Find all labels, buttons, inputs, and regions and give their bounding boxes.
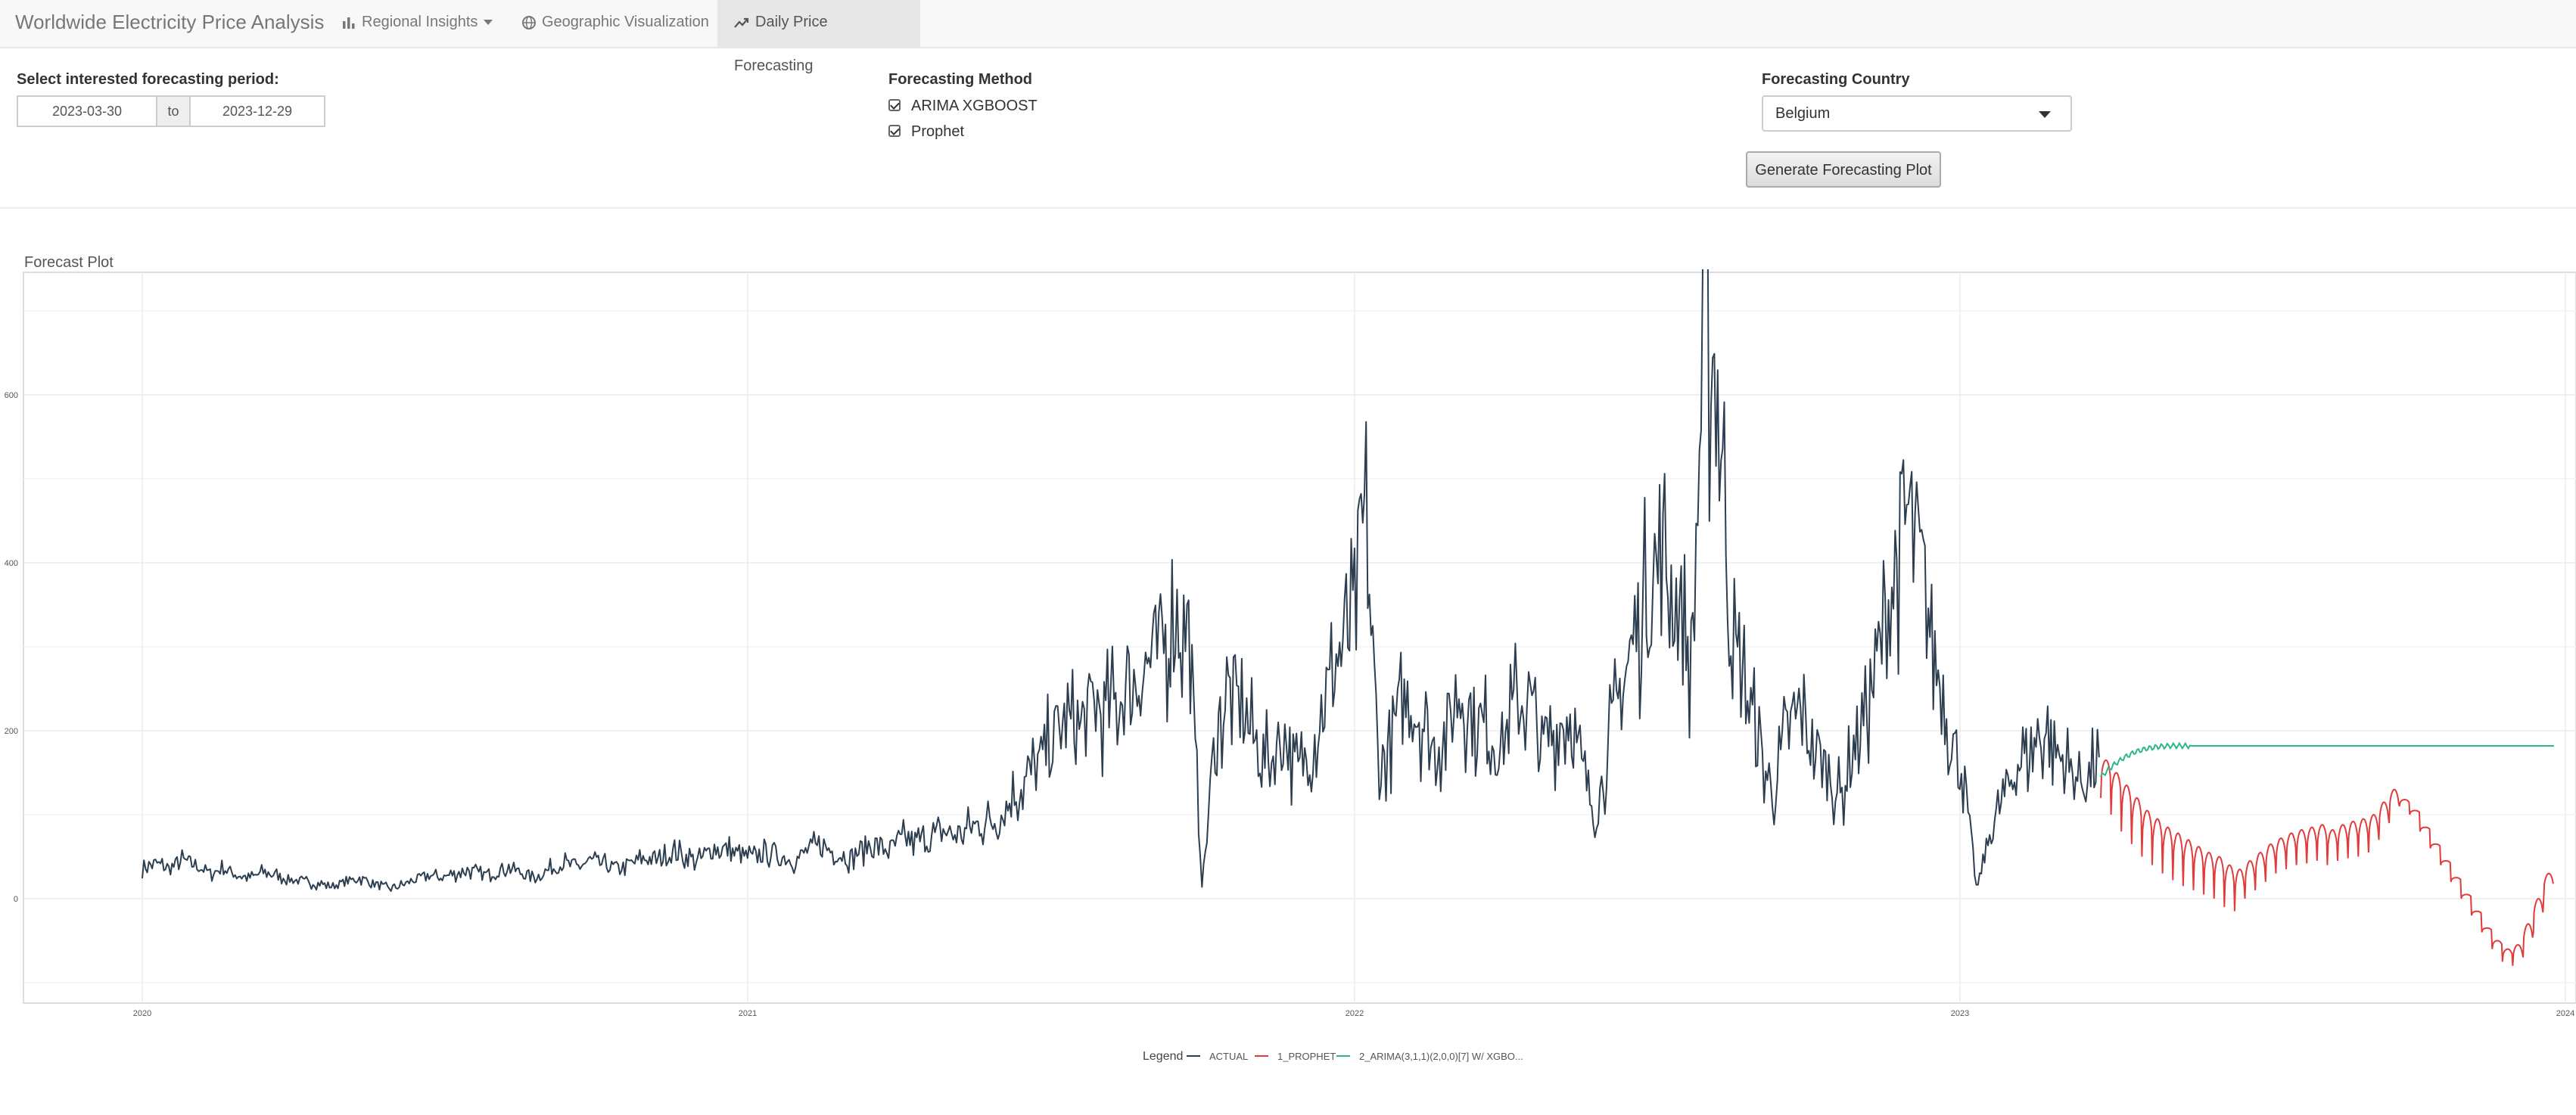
checkbox-prophet[interactable] [888,124,901,137]
nav-geographic-visualization[interactable]: Geographic Visualization [506,0,726,47]
nav-geographic-visualization-label: Geographic Visualization [542,14,709,30]
chevron-down-icon [2039,111,2051,118]
bar-chart-icon [343,17,355,29]
method-label: Forecasting Method [888,71,1033,88]
period-label: Select interested forecasting period: [17,71,279,88]
country-select[interactable]: Belgium [1762,95,2072,132]
plot-panel [23,272,2576,1004]
generate-forecast-button[interactable]: Generate Forecasting Plot [1746,151,1941,188]
legend-title: Legend [1143,1050,1183,1063]
x-tick-label: 2020 [133,1009,151,1018]
checkbox-label-arima-xgboost: ARIMA XGBOOST [911,98,1038,114]
chevron-down-icon [484,20,493,26]
trend-line-icon [734,17,749,28]
y-tick-label: 0 [14,895,18,904]
plot-title: Forecast Plot [24,254,114,271]
y-axis: 0 200 400 600 [5,391,18,904]
date-range-separator: to [157,95,189,127]
checkbox-arima-xgboost[interactable] [888,98,901,111]
legend: Legend ACTUAL 1_PROPHET 2_ARIMA(3,1,1)(2,0,… [1143,1050,1523,1063]
x-tick-label: 2023 [1951,1009,1969,1018]
x-axis: 2020 2021 2022 2023 2024 [133,1009,2574,1018]
legend-entry[interactable]: ACTUAL [1209,1051,1248,1062]
forecast-chart[interactable]: 0 200 400 600 2020 2021 2022 2023 2024 Legend AC… [0,269,2576,1071]
country-label: Forecasting Country [1762,71,1910,88]
nav-daily-price-forecasting-label: Daily Price Forecasting [734,14,828,74]
x-tick-label: 2021 [739,1009,757,1018]
y-tick-label: 600 [5,391,18,400]
nav-regional-insights[interactable]: Regional Insights [325,0,509,47]
x-tick-label: 2024 [2556,1009,2574,1018]
end-date-input[interactable]: 2023-12-29 [189,95,325,127]
method-option-arima-xgboost[interactable]: ARIMA XGBOOST [888,95,1038,116]
globe-icon [522,15,536,30]
series-actual-line [142,269,2100,892]
legend-entry[interactable]: 1_PROPHET [1277,1051,1336,1062]
y-tick-label: 200 [5,727,18,736]
grid-lines [23,272,2576,1003]
start-date-input[interactable]: 2023-03-30 [17,95,157,127]
country-select-value: Belgium [1775,105,1831,122]
nav-daily-price-forecasting[interactable]: Daily Price Forecasting [717,0,920,74]
navbar: Worldwide Electricity Price Analysis Reg… [0,0,2576,74]
nav-regional-insights-label: Regional Insights [362,14,478,30]
method-option-prophet[interactable]: Prophet [888,121,964,142]
checkbox-label-prophet: Prophet [911,123,965,140]
series-group [142,269,2554,966]
x-tick-label: 2022 [1346,1009,1364,1018]
series-prophet-line [2100,759,2554,966]
series-arima-line [2100,741,2554,778]
app-brand[interactable]: Worldwide Electricity Price Analysis [15,11,325,33]
y-tick-label: 400 [5,559,18,568]
legend-entry[interactable]: 2_ARIMA(3,1,1)(2,0,0)[7] W/ XGBO... [1359,1051,1523,1062]
section-divider [0,207,2576,209]
